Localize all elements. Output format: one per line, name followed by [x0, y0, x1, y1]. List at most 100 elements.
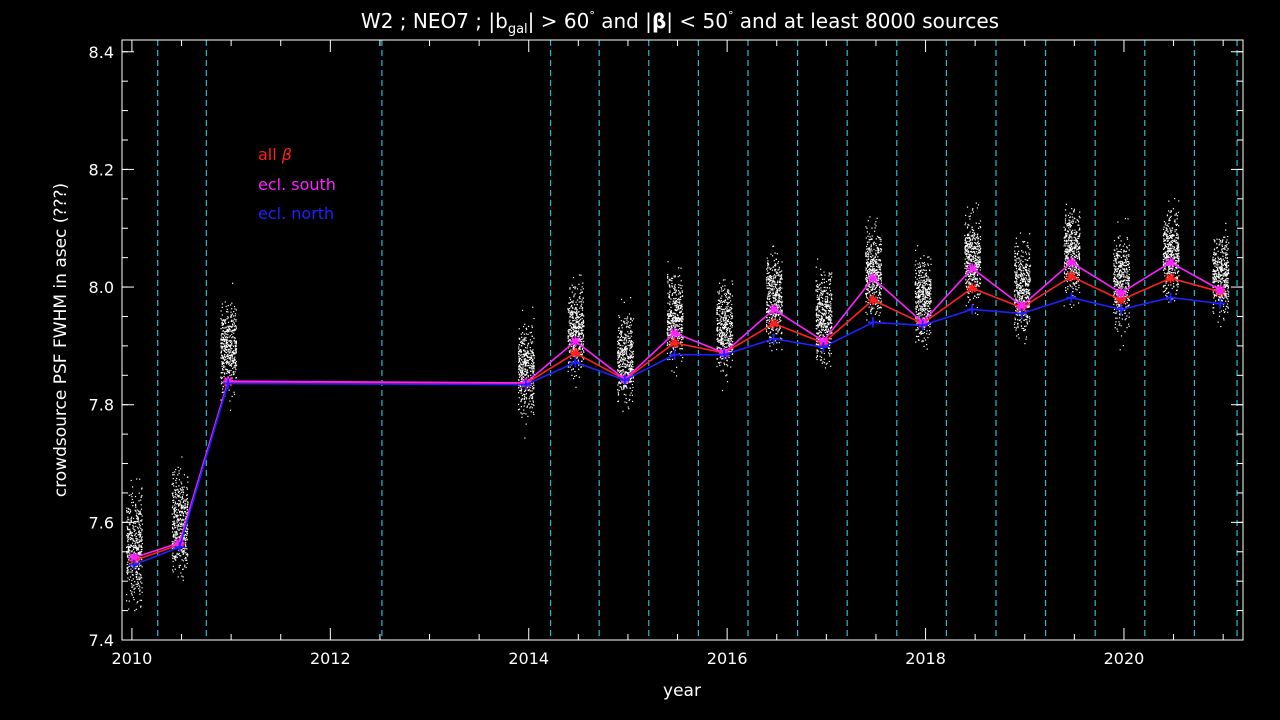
- scatter-point: [919, 281, 921, 283]
- scatter-point: [822, 297, 824, 299]
- scatter-point: [729, 321, 732, 323]
- scatter-point: [620, 370, 622, 372]
- scatter-point: [874, 303, 876, 306]
- scatter-point: [581, 357, 584, 359]
- scatter-point: [870, 262, 872, 265]
- scatter-point: [186, 488, 188, 490]
- scatter-point: [229, 371, 231, 373]
- scatter-point: [187, 481, 189, 483]
- scatter-point: [578, 347, 580, 350]
- scatter-point: [930, 263, 932, 265]
- scatter-point: [180, 555, 182, 557]
- scatter-point: [719, 300, 721, 302]
- scatter-point: [180, 481, 182, 483]
- scatter-point: [533, 413, 535, 415]
- scatter-point: [779, 287, 781, 289]
- scatter-point: [727, 327, 729, 329]
- scatter-point: [529, 387, 531, 389]
- scatter-point: [527, 343, 529, 345]
- scatter-point: [520, 387, 522, 389]
- scatter-point: [622, 320, 625, 322]
- scatter-point: [629, 343, 631, 346]
- scatter-point: [126, 594, 128, 596]
- scatter-point: [876, 246, 878, 249]
- scatter-point: [185, 537, 187, 539]
- scatter-point: [527, 351, 529, 353]
- scatter-point: [874, 270, 876, 272]
- scatter-point: [829, 327, 831, 329]
- scatter-point: [869, 304, 872, 306]
- scatter-point: [867, 258, 870, 260]
- scatter-point: [224, 333, 226, 335]
- scatter-point: [876, 269, 878, 271]
- scatter-point: [570, 311, 572, 313]
- scatter-point: [619, 338, 621, 340]
- scatter-point: [579, 333, 581, 335]
- scatter-point: [720, 332, 722, 334]
- scatter-point: [132, 538, 134, 540]
- scatter-point: [828, 283, 830, 285]
- scatter-point: [774, 297, 777, 299]
- scatter-point: [526, 328, 528, 330]
- scatter-point: [681, 324, 683, 326]
- scatter-point: [233, 373, 235, 375]
- scatter-point: [930, 293, 932, 295]
- scatter-point: [518, 353, 520, 355]
- scatter-point: [830, 314, 832, 316]
- scatter-point: [827, 300, 829, 302]
- scatter-point: [226, 336, 229, 338]
- scatter-point: [767, 267, 769, 269]
- scatter-point: [184, 505, 186, 507]
- scatter-point: [724, 313, 726, 315]
- scatter-point: [579, 307, 581, 309]
- scatter-point: [530, 368, 532, 370]
- scatter-point: [181, 512, 183, 514]
- scatter-point: [925, 272, 927, 274]
- scatter-point: [728, 331, 731, 333]
- scatter-point: [137, 568, 140, 570]
- scatter-point: [868, 276, 870, 278]
- scatter-point: [630, 317, 632, 319]
- scatter-point: [224, 368, 226, 370]
- scatter-point: [132, 545, 134, 547]
- scatter-point: [871, 227, 873, 229]
- scatter-point: [676, 314, 678, 316]
- scatter-point: [226, 311, 228, 313]
- scatter-point: [667, 277, 669, 279]
- scatter-point: [668, 313, 671, 315]
- scatter-point: [719, 290, 721, 292]
- scatter-point: [131, 551, 133, 553]
- scatter-point: [679, 333, 681, 335]
- scatter-point: [877, 308, 879, 310]
- scatter-point: [922, 291, 924, 293]
- scatter-point: [820, 311, 822, 313]
- scatter-point: [816, 355, 818, 357]
- scatter-point: [132, 574, 134, 576]
- scatter-point: [720, 341, 722, 343]
- scatter-point: [173, 516, 175, 518]
- scatter-point: [929, 316, 931, 318]
- scatter-point: [674, 321, 676, 323]
- scatter-point: [829, 342, 831, 344]
- scatter-point: [179, 500, 181, 502]
- scatter-point: [831, 315, 833, 317]
- scatter-point: [679, 296, 681, 299]
- scatter-point: [673, 289, 676, 291]
- scatter-point: [674, 275, 676, 277]
- scatter-point: [724, 323, 726, 325]
- scatter-point: [921, 290, 924, 292]
- scatter-point: [176, 516, 178, 518]
- scatter-point: [769, 317, 771, 319]
- scatter-point: [136, 542, 138, 544]
- scatter-point: [920, 299, 922, 301]
- scatter-point: [920, 279, 922, 281]
- scatter-point: [126, 568, 128, 570]
- scatter-point: [730, 338, 732, 340]
- scatter-point: [520, 333, 522, 335]
- scatter-point: [135, 532, 137, 534]
- scatter-point: [721, 358, 724, 360]
- scatter-point: [232, 374, 235, 376]
- scatter-point: [781, 296, 783, 298]
- scatter-point: [672, 325, 674, 327]
- scatter-point: [778, 300, 781, 302]
